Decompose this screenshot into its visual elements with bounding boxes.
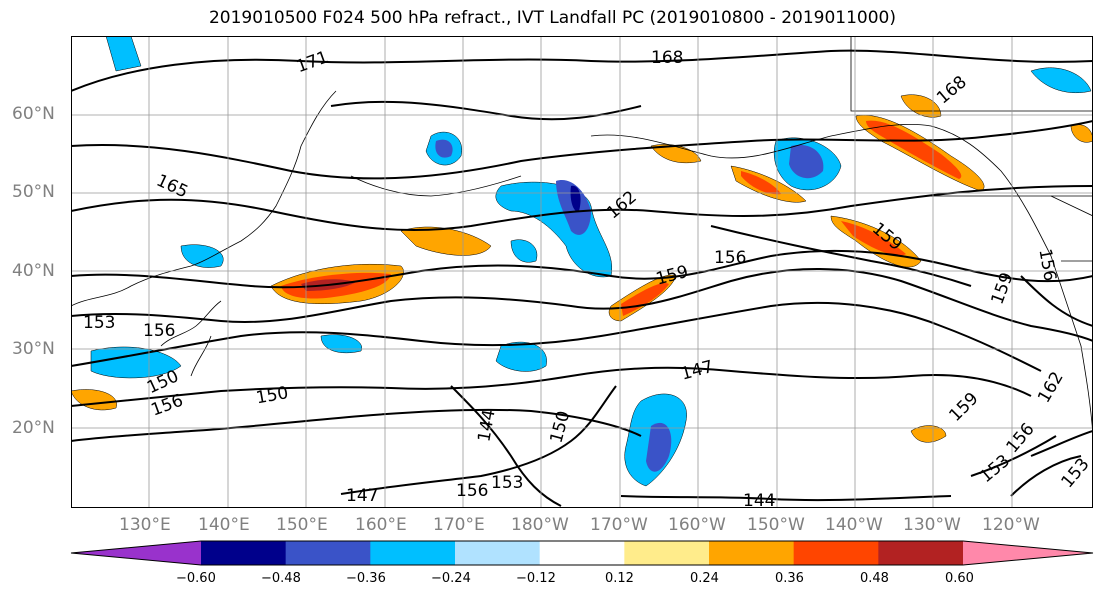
- contour-label: 156: [456, 481, 488, 501]
- colorbar-segment: [793, 541, 879, 565]
- lat-label: 60°N: [12, 104, 55, 124]
- colorbar-tick: 0.60: [945, 571, 974, 586]
- lon-label: 170°W: [590, 515, 648, 535]
- colorbar-tick: 0.36: [775, 571, 804, 586]
- colorbar: [70, 540, 1094, 566]
- lon-label: 140°E: [198, 515, 250, 535]
- colorbar-tick: 0.24: [690, 571, 719, 586]
- strong-positive-shading: [281, 120, 962, 316]
- contour-label: 156: [714, 248, 746, 268]
- colorbar-segment: [878, 541, 964, 565]
- colorbar-segment: [201, 541, 287, 565]
- colorbar-segment: [709, 541, 795, 565]
- colorbar-segment: [624, 541, 710, 565]
- contour-label: 168: [651, 48, 683, 68]
- colorbar-tick: −0.12: [516, 571, 556, 586]
- colorbar-tick: 0.48: [860, 571, 889, 586]
- colorbar-segment: [285, 541, 371, 565]
- lon-label: 130°E: [119, 515, 171, 535]
- colorbar-tick: 0.12: [605, 571, 634, 586]
- contour-label: 156: [143, 321, 175, 341]
- map-title: 2019010500 F024 500 hPa refract., IVT La…: [208, 8, 896, 28]
- lat-label: 40°N: [12, 261, 55, 281]
- lon-label: 130°W: [903, 515, 961, 535]
- lon-label: 120°W: [982, 515, 1040, 535]
- colorbar-tick: −0.60: [176, 571, 216, 586]
- contour-label: 144: [743, 491, 775, 508]
- colorbar-extension-min: [71, 541, 201, 565]
- contour-label: 153: [83, 313, 115, 333]
- contour-label: 153: [491, 473, 523, 493]
- colorbar-outline: [70, 540, 1094, 566]
- colorbar-segment: [370, 541, 456, 565]
- lat-label: 20°N: [12, 418, 55, 438]
- colorbar-tick: −0.36: [346, 571, 386, 586]
- colorbar-segment: [539, 541, 625, 565]
- map-panel: 171 168 168 165 162 159 156 159 159 156 …: [71, 36, 1093, 508]
- colorbar-tick: −0.48: [261, 571, 301, 586]
- colorbar-segment: [455, 541, 541, 565]
- lon-label: 160°W: [668, 515, 726, 535]
- lon-label: 160°E: [355, 515, 407, 535]
- lon-label: 180°W: [511, 515, 569, 535]
- lon-label: 150°E: [276, 515, 328, 535]
- gridlines: [71, 36, 1093, 508]
- lon-label: 170°E: [433, 515, 485, 535]
- lon-label: 150°W: [747, 515, 805, 535]
- strongest-negative-shading: [570, 185, 581, 212]
- lat-label: 30°N: [12, 339, 55, 359]
- lon-label: 140°W: [825, 515, 883, 535]
- lat-label: 50°N: [12, 182, 55, 202]
- colorbar-extension-max: [963, 541, 1093, 565]
- contour-label: 147: [346, 486, 378, 506]
- colorbar-tick: −0.24: [431, 571, 471, 586]
